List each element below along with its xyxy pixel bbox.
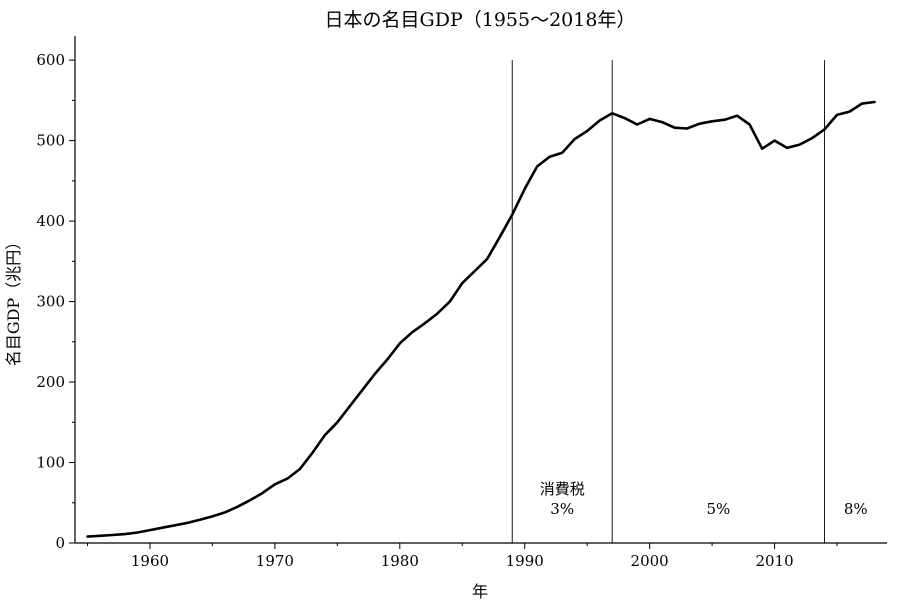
chart-title: 日本の名目GDP（1955〜2018年） (325, 9, 636, 31)
series-group (86, 100, 876, 538)
reference-label: 8% (844, 500, 868, 518)
y-tick-label: 100 (36, 454, 65, 472)
reference-label: 消費税 (540, 480, 585, 498)
y-tick-label: 300 (36, 293, 65, 311)
y-tick-label: 400 (36, 212, 65, 230)
y-tick-label: 0 (55, 534, 65, 552)
y-tick-label: 200 (36, 373, 65, 391)
axes: 0 100 200 300 400 500 600 1960 1970 1980 1990 2000 2… (36, 36, 887, 570)
x-tick-label: 1980 (381, 552, 419, 570)
reference-labels: 消費税 3% 5% 8% (540, 480, 868, 518)
x-axis-label: 年 (472, 582, 488, 600)
reference-label: 3% (550, 500, 574, 518)
gdp-series-line (86, 100, 876, 538)
x-tick-label: 1960 (131, 552, 169, 570)
x-tick-label: 2000 (631, 552, 669, 570)
y-tick-label: 600 (36, 51, 65, 69)
reference-label: 5% (706, 500, 730, 518)
x-tick-label: 1990 (506, 552, 544, 570)
reference-lines (511, 60, 825, 543)
x-tick-label: 1970 (256, 552, 294, 570)
y-tick-label: 500 (36, 132, 65, 150)
x-tick-label: 2010 (755, 552, 793, 570)
y-axis-label: 名目GDP（兆円） (4, 234, 23, 366)
